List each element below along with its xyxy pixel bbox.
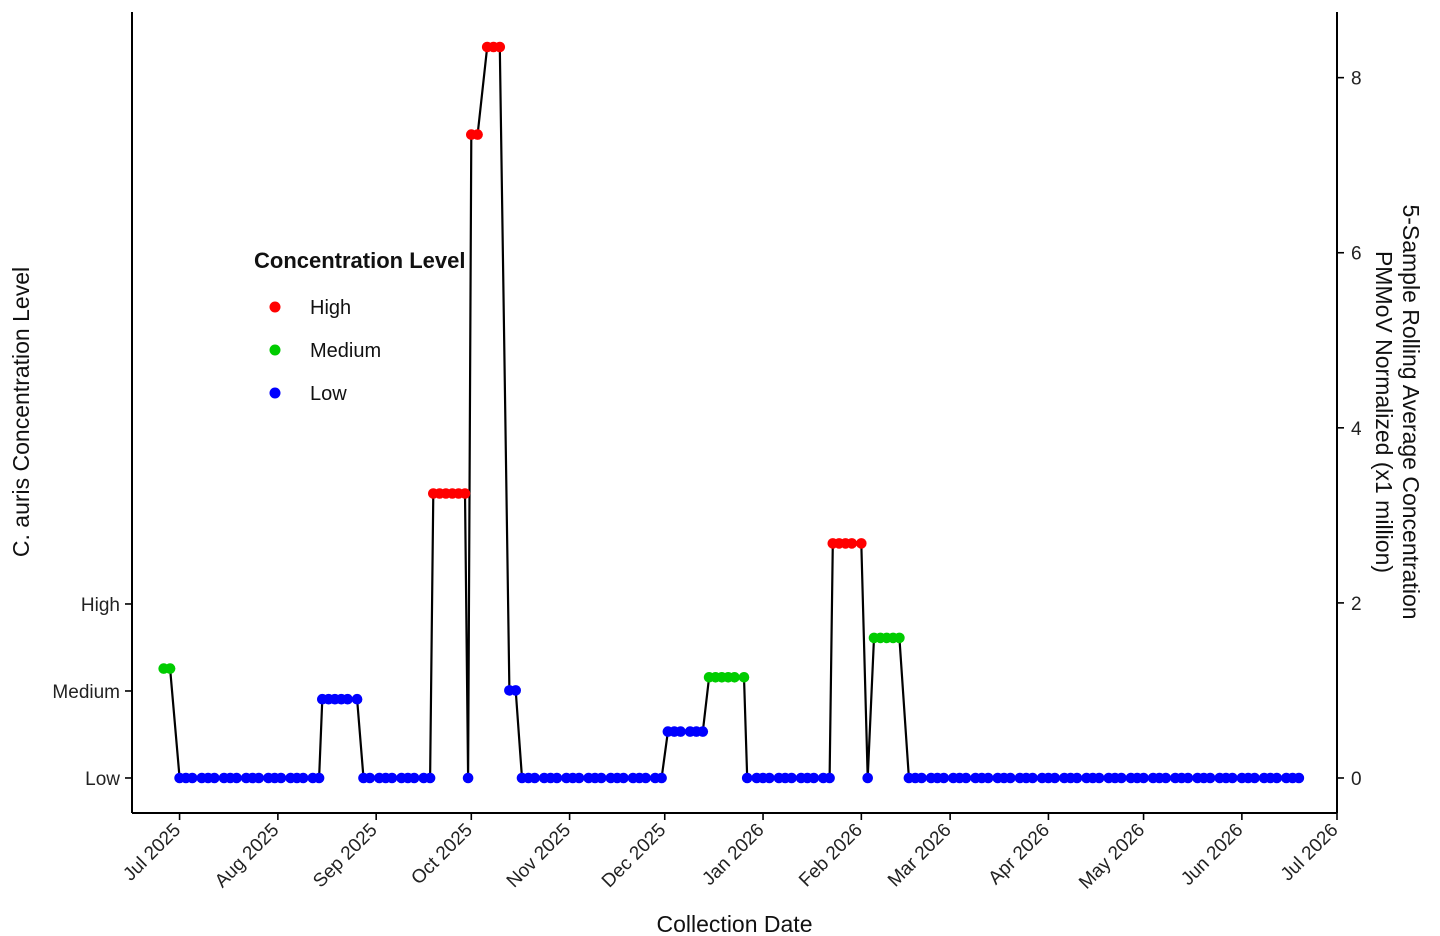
data-point-low — [916, 772, 927, 784]
data-point-low — [697, 726, 709, 737]
data-point-low — [386, 772, 398, 784]
data-point-low — [462, 772, 474, 784]
right-y-ticks: 0 2 4 6 8 — [1337, 69, 1362, 790]
x-ticks: Jul 2025 Aug 2025 Sep 2025 Oct 2025 Nov 2025… — [119, 813, 1343, 894]
x-tick-label: Mar 2026 — [884, 820, 956, 892]
x-tick-label: Sep 2025 — [309, 820, 381, 892]
left-y-tick-label: High — [81, 595, 120, 616]
data-point-medium — [738, 672, 750, 683]
data-point-low — [424, 772, 436, 784]
data-point-medium — [164, 663, 176, 674]
data-point-low — [741, 772, 753, 784]
data-point-low — [1293, 772, 1305, 784]
data-point-low — [824, 772, 835, 784]
left-y-axis-title: C. auris Concentration Level — [8, 267, 34, 557]
data-point-low — [675, 726, 686, 737]
data-point-high — [494, 41, 506, 53]
data-point-low — [982, 772, 994, 784]
left-y-tick-label: Low — [85, 769, 120, 790]
left-y-tick-label: Medium — [52, 682, 120, 703]
data-point-low — [529, 772, 540, 784]
data-point-low — [364, 772, 376, 784]
x-tick-label: Dec 2025 — [598, 820, 670, 892]
data-point-low — [253, 772, 265, 784]
x-tick-label: Nov 2025 — [503, 820, 575, 892]
data-point-low — [551, 772, 563, 784]
data-point-low — [640, 772, 651, 784]
right-y-tick-label: 2 — [1351, 594, 1362, 615]
x-axis-title: Collection Date — [657, 911, 813, 936]
x-tick-label: Jan 2026 — [698, 820, 768, 890]
data-point-low — [1271, 772, 1283, 784]
legend-label-low: Low — [310, 383, 347, 405]
data-point-high — [472, 129, 483, 140]
data-point-low — [938, 772, 950, 784]
data-point-low — [1227, 772, 1238, 784]
x-tick-label: Jul 2026 — [1277, 820, 1343, 886]
data-point-low — [510, 685, 521, 696]
x-tick-label: Apr 2026 — [985, 820, 1054, 889]
data-point-low — [1005, 772, 1016, 784]
data-point-high — [856, 538, 867, 549]
data-point-low — [351, 693, 363, 705]
data-point-low — [408, 772, 420, 784]
data-points — [158, 41, 1305, 784]
data-point-low — [1138, 772, 1149, 784]
right-y-tick-label: 4 — [1351, 419, 1362, 440]
right-y-axis-title-line-1: 5-Sample Rolling Average Concentration — [1398, 204, 1424, 619]
data-point-low — [764, 772, 775, 784]
data-point-low — [1249, 772, 1260, 784]
data-point-low — [209, 772, 220, 784]
legend-label-medium: Medium — [310, 340, 381, 362]
legend-marker-low — [269, 387, 281, 399]
data-point-medium — [894, 632, 905, 644]
data-point-low — [1116, 772, 1127, 784]
legend: Concentration Level High Medium Low — [254, 248, 465, 405]
data-point-low — [313, 772, 325, 784]
data-point-low — [960, 772, 972, 784]
data-point-low — [1204, 772, 1216, 784]
data-point-low — [573, 772, 585, 784]
data-point-low — [1093, 772, 1105, 784]
data-point-low — [862, 772, 873, 784]
x-tick-label: Oct 2025 — [407, 820, 476, 889]
data-point-low — [618, 772, 629, 784]
data-point-low — [187, 772, 198, 784]
data-point-low — [297, 772, 309, 784]
data-point-low — [1049, 772, 1061, 784]
x-tick-label: Aug 2025 — [211, 820, 283, 892]
axes: Jul 2025 Aug 2025 Sep 2025 Oct 2025 Nov 2025… — [52, 12, 1362, 894]
data-point-low — [596, 772, 607, 784]
data-point-medium — [729, 672, 740, 683]
data-point-low — [1182, 772, 1194, 784]
legend-label-high: High — [310, 297, 351, 319]
data-point-low — [1071, 772, 1083, 784]
x-tick-label: May 2026 — [1075, 820, 1149, 894]
right-y-tick-label: 8 — [1351, 69, 1362, 90]
data-point-low — [1160, 772, 1172, 784]
data-point-high — [459, 488, 471, 499]
left-y-ticks: Low Medium High — [52, 595, 132, 790]
data-point-low — [808, 772, 820, 784]
x-tick-label: Jul 2025 — [119, 820, 185, 886]
data-point-low — [1027, 772, 1038, 784]
data-point-low — [342, 693, 353, 705]
data-point-low — [656, 772, 667, 784]
legend-title: Concentration Level — [254, 248, 465, 273]
x-tick-label: Jun 2026 — [1177, 820, 1247, 890]
legend-marker-high — [269, 301, 281, 313]
right-y-tick-label: 0 — [1351, 769, 1362, 790]
right-y-axis-title-line-2: PMMoV Normalized (x1 million) — [1371, 251, 1397, 573]
data-point-high — [846, 538, 858, 549]
right-y-tick-label: 6 — [1351, 244, 1362, 265]
x-tick-label: Feb 2026 — [795, 820, 867, 892]
series-line — [163, 45, 1299, 780]
legend-marker-medium — [269, 344, 281, 356]
data-point-low — [786, 772, 797, 784]
data-point-low — [231, 772, 242, 784]
data-point-low — [275, 772, 287, 784]
